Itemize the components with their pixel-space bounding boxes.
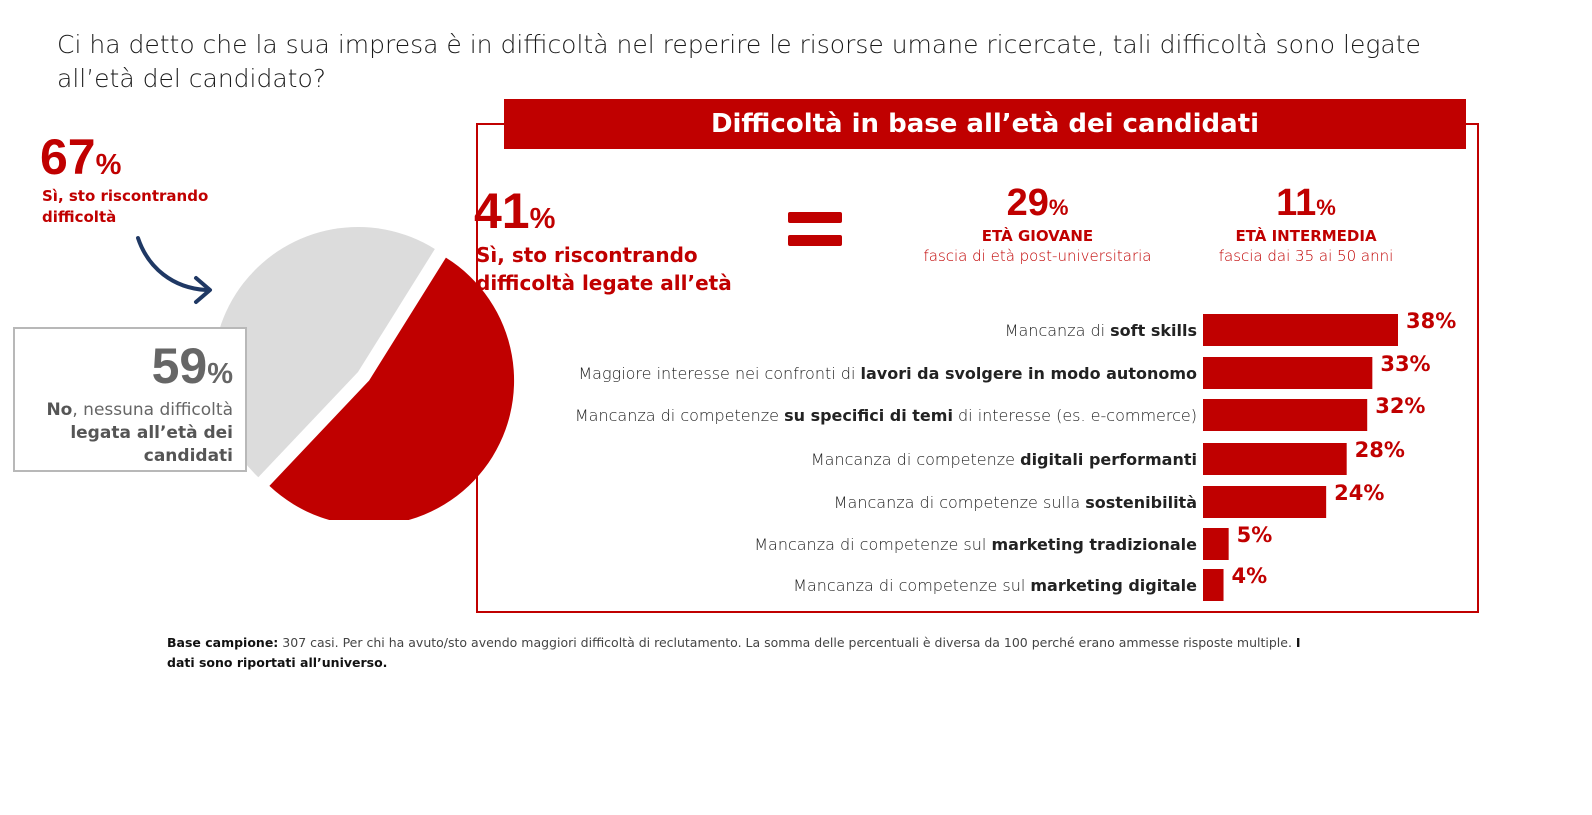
- bar-category-label-0: Mancanza di soft skills: [1005, 321, 1197, 340]
- age-mid-block: 11% ETÀ INTERMEDIA fascia dai 35 ai 50 a…: [1200, 182, 1412, 265]
- age-young-block: 29% ETÀ GIOVANE fascia di età post-unive…: [905, 182, 1170, 265]
- bar-category-label-6: Mancanza di competenze sul marketing dig…: [793, 576, 1197, 595]
- bar-5: [1203, 528, 1229, 560]
- age-mid-percentage: 11%: [1276, 182, 1336, 224]
- curved-arrow-icon: [136, 236, 212, 304]
- bar-6: [1203, 569, 1224, 601]
- bar-1: [1203, 357, 1373, 389]
- bar-value-label-1: 33%: [1380, 352, 1430, 376]
- bar-category-label-3: Mancanza di competenze digitali performa…: [811, 450, 1197, 469]
- age-difficulty-label: Sì, sto riscontrando difficoltà legate a…: [476, 243, 732, 295]
- bar-3: [1203, 443, 1347, 475]
- bar-0: [1203, 314, 1398, 346]
- yes-percentage: 67%: [40, 129, 122, 185]
- question-title: Ci ha detto che la sua impresa è in diff…: [57, 30, 1421, 93]
- age-difficulty-percentage: 41%: [474, 183, 556, 239]
- equals-icon: [788, 212, 842, 246]
- bar-value-label-0: 38%: [1406, 309, 1456, 333]
- age-young-desc: fascia di età post-universitaria: [923, 247, 1152, 265]
- age-young-percentage: 29%: [1006, 182, 1069, 224]
- pie-slice-no: [212, 226, 435, 478]
- bar-value-label-5: 5%: [1237, 523, 1273, 547]
- bar-value-label-6: 4%: [1232, 564, 1268, 588]
- bar-category-label-4: Mancanza di competenze sulla sostenibili…: [834, 493, 1197, 512]
- pie-slice-yes: [269, 257, 515, 520]
- bar-chart: 38% Mancanza di soft skills 33% Maggiore in…: [575, 309, 1456, 601]
- age-mid-name: ETÀ INTERMEDIA: [1235, 227, 1377, 245]
- yes-label: Sì, sto riscontrando difficoltà: [42, 187, 209, 226]
- no-callout-box: 59% No, nessuna difficoltà legata all’età…: [13, 327, 247, 472]
- bar-value-label-2: 32%: [1375, 394, 1425, 418]
- footnote: Base campione: 307 casi. Per chi ha avut…: [167, 635, 1301, 670]
- bar-category-label-1: Maggiore interesse nei confronti di lavo…: [578, 364, 1197, 383]
- bar-4: [1203, 486, 1327, 518]
- age-young-name: ETÀ GIOVANE: [981, 227, 1094, 245]
- bar-value-label-4: 24%: [1334, 481, 1384, 505]
- bar-category-label-2: Mancanza di competenze su specifici di t…: [575, 406, 1197, 425]
- age-mid-desc: fascia dai 35 ai 50 anni: [1218, 247, 1394, 265]
- bar-value-label-3: 28%: [1355, 438, 1405, 462]
- pie-chart: [212, 226, 515, 520]
- no-percentage: 59%: [151, 338, 233, 394]
- bar-category-label-5: Mancanza di competenze sul marketing tra…: [754, 535, 1197, 554]
- panel-title: Difficoltà in base all’età dei candidati: [504, 99, 1466, 149]
- bar-2: [1203, 399, 1368, 431]
- no-label: No, nessuna difficoltà legata all’età dei…: [46, 400, 233, 466]
